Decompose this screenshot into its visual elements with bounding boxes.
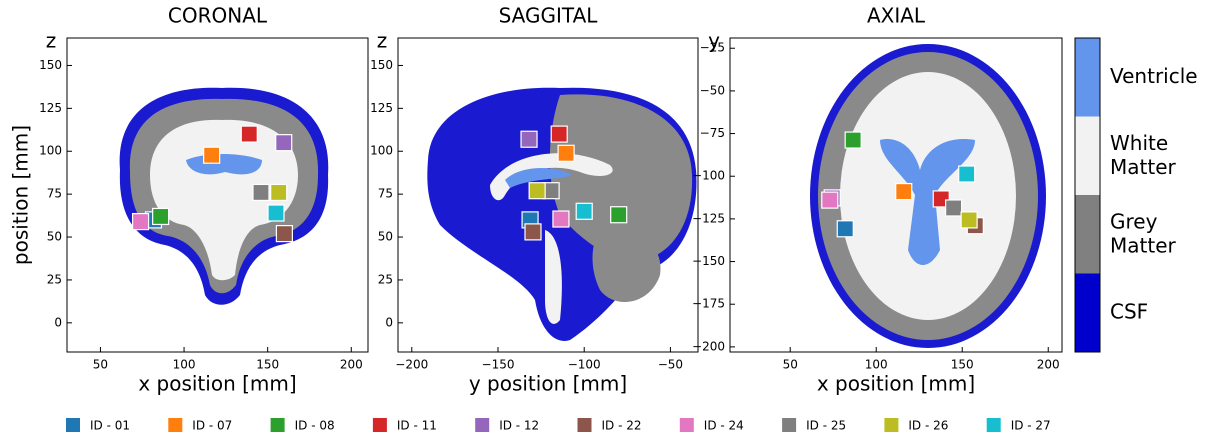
legend-swatch: [373, 418, 387, 432]
y-tick-label: 50: [47, 230, 62, 244]
legend-label: ID - 26: [908, 419, 948, 433]
y-axis-label: position [mm]: [9, 125, 33, 265]
legend-swatch: [578, 418, 592, 432]
colorbar-segment: [1075, 38, 1100, 117]
marker: [551, 126, 567, 142]
y-tick-label: 100: [370, 144, 393, 158]
marker: [553, 211, 569, 227]
x-tick-label: −100: [568, 358, 601, 372]
marker: [961, 212, 977, 228]
legend-swatch: [271, 418, 285, 432]
x-tick-label: 50: [93, 358, 108, 372]
x-tick-label: −50: [658, 358, 683, 372]
legend-swatch: [987, 418, 1001, 432]
marker: [529, 183, 545, 199]
y-tick-label: 75: [378, 187, 393, 201]
x-tick-label: 200: [1037, 358, 1060, 372]
legend-label: ID - 24: [704, 419, 744, 433]
y-axis-corner-label: z: [377, 29, 388, 53]
colorbar-label: CSF: [1110, 299, 1148, 323]
marker: [276, 226, 292, 242]
marker: [268, 205, 284, 221]
legend-label: ID - 07: [192, 419, 232, 433]
coronal-brain: [120, 88, 329, 305]
y-tick-label: 75: [47, 187, 62, 201]
marker: [946, 200, 962, 216]
y-tick-label: 125: [370, 101, 393, 115]
marker: [153, 208, 169, 224]
y-tick-label: −150: [692, 254, 725, 268]
figure: 50 100 150 200 0 25 50 75 100 125 150 CORONAL x posi…: [0, 0, 1214, 440]
y-tick-label: −100: [692, 169, 725, 183]
y-tick-label: −125: [692, 211, 725, 225]
panel-title: CORONAL: [168, 4, 268, 28]
y-tick-label: −200: [692, 339, 725, 353]
y-tick-label: 150: [370, 58, 393, 72]
y-tick-label: 25: [378, 272, 393, 286]
marker: [204, 147, 220, 163]
legend-label: ID - 27: [1011, 419, 1051, 433]
x-axis-label: y position [mm]: [469, 372, 627, 396]
marker: [837, 221, 853, 237]
marker: [959, 166, 975, 182]
y-axis-corner-label: z: [46, 29, 57, 53]
marker: [845, 132, 861, 148]
x-tick-label: −150: [482, 358, 515, 372]
marker: [611, 207, 627, 223]
y-tick-label: 25: [47, 272, 62, 286]
x-tick-label: −200: [395, 358, 428, 372]
y-tick-label: 100: [39, 144, 62, 158]
panel-title: SAGGITAL: [499, 4, 599, 28]
legend-label: ID - 22: [602, 419, 642, 433]
marker: [558, 145, 574, 161]
legend-swatch: [475, 418, 489, 432]
marker: [133, 214, 149, 230]
x-axis-label: x position [mm]: [817, 372, 975, 396]
legend-swatch: [782, 418, 796, 432]
y-tick-label: 150: [39, 58, 62, 72]
y-tick-label: 0: [385, 315, 393, 329]
x-tick-label: 150: [256, 358, 279, 372]
marker: [271, 184, 287, 200]
axial-brain: [810, 44, 1046, 348]
legend-swatch: [680, 418, 694, 432]
y-tick-label: −175: [692, 297, 725, 311]
x-tick-label: 100: [865, 358, 888, 372]
colorbar-segment: [1075, 274, 1100, 353]
legend-label: ID - 01: [90, 419, 130, 433]
x-tick-label: 200: [340, 358, 363, 372]
legend-label: ID - 08: [295, 419, 335, 433]
legend-label: ID - 12: [499, 419, 539, 433]
x-axis-label: x position [mm]: [138, 372, 296, 396]
y-tick-label: −75: [700, 126, 725, 140]
marker: [576, 203, 592, 219]
legend-swatch: [168, 418, 182, 432]
y-tick-label: 50: [378, 230, 393, 244]
y-tick-label: −50: [700, 83, 725, 97]
marker: [253, 184, 269, 200]
colorbar-segment: [1075, 195, 1100, 274]
panel-title: AXIAL: [867, 4, 926, 28]
marker: [896, 184, 912, 200]
legend-label: ID - 11: [397, 419, 437, 433]
y-tick-label: 0: [54, 315, 62, 329]
marker: [822, 192, 838, 208]
colorbar-segment: [1075, 117, 1100, 196]
x-tick-label: 100: [173, 358, 196, 372]
marker: [276, 135, 292, 151]
y-axis-corner-label: y: [708, 29, 720, 53]
colorbar-label: Ventricle: [1110, 64, 1198, 88]
x-tick-label: 50: [783, 358, 798, 372]
x-tick-label: 150: [951, 358, 974, 372]
marker: [241, 126, 257, 142]
legend-label: ID - 25: [806, 419, 846, 433]
legend-swatch: [66, 418, 80, 432]
marker: [521, 131, 537, 147]
marker: [525, 224, 541, 240]
legend-swatch: [884, 418, 898, 432]
y-tick-label: 125: [39, 101, 62, 115]
